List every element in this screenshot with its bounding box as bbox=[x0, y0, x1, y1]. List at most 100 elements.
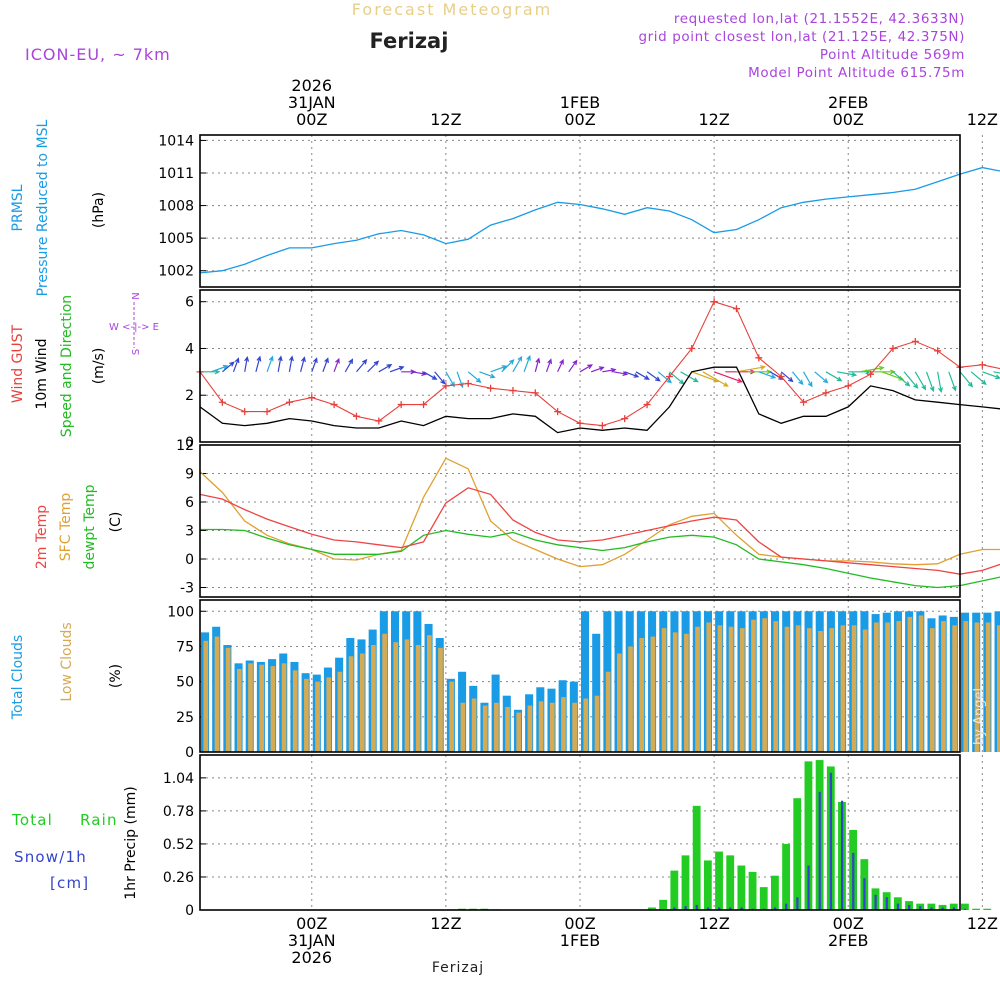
temp-label-unit: (C) bbox=[108, 512, 124, 533]
low-clouds-bar bbox=[762, 618, 767, 752]
low-clouds-bar bbox=[315, 681, 320, 752]
wind-arrow bbox=[758, 371, 777, 379]
gust-marker bbox=[576, 419, 584, 427]
low-clouds-bar bbox=[885, 622, 890, 752]
wind-arrow bbox=[311, 357, 318, 373]
requested-coords: requested lon,lat (21.1552E, 42.3633N) bbox=[674, 11, 965, 27]
pressure-tick-label: 1002 bbox=[158, 264, 194, 280]
wind-arrow bbox=[859, 365, 885, 373]
low-clouds-bar bbox=[426, 635, 432, 752]
low-clouds-bar bbox=[639, 638, 645, 752]
gust-marker bbox=[308, 394, 316, 402]
gust-marker bbox=[352, 412, 360, 420]
precip-y-ticks: 0 0.26 0.52 0.78 1.04 bbox=[163, 771, 206, 919]
wind-tick-label: 0 bbox=[185, 435, 194, 451]
low-clouds-bar bbox=[728, 626, 734, 752]
low-clouds-bar bbox=[717, 625, 723, 752]
wind-arrow bbox=[568, 359, 578, 373]
rain-bar bbox=[715, 851, 723, 910]
low-clouds-bar bbox=[672, 632, 678, 752]
top-time-label: 12Z bbox=[698, 110, 729, 129]
bottom-time-label: 2FEB bbox=[828, 931, 868, 950]
wind-gust-line bbox=[199, 301, 1000, 427]
compass-north: N bbox=[131, 292, 142, 299]
pressure-grid bbox=[200, 135, 983, 287]
low-clouds-bar bbox=[952, 625, 957, 752]
snow-bar bbox=[785, 903, 788, 910]
temp-tick-label: 0 bbox=[185, 552, 194, 568]
low-clouds-bar bbox=[851, 625, 857, 752]
rain-bar bbox=[681, 855, 690, 910]
low-clouds-bar bbox=[404, 639, 410, 752]
wind-tick-label: 4 bbox=[185, 341, 194, 357]
clouds-tick-label: 25 bbox=[176, 710, 194, 726]
snow-bar bbox=[908, 904, 911, 910]
top-time-label: 2FEB bbox=[828, 93, 868, 112]
wind-arrow bbox=[277, 355, 283, 372]
gust-marker bbox=[375, 417, 383, 425]
rain-bar bbox=[648, 907, 656, 910]
gust-marker bbox=[487, 384, 495, 392]
wind-arrow bbox=[467, 371, 482, 383]
rain-bar bbox=[748, 871, 757, 910]
low-clouds-bar bbox=[415, 645, 421, 752]
wind-arrow bbox=[378, 363, 393, 373]
low-clouds-bar bbox=[259, 664, 265, 752]
wind-arrow bbox=[266, 355, 274, 373]
gust-marker bbox=[241, 408, 249, 416]
wind-arrow bbox=[613, 371, 629, 376]
low-clouds-bar bbox=[918, 615, 924, 752]
low-clouds-bar bbox=[751, 619, 756, 752]
precip-label-total: Total bbox=[11, 811, 53, 829]
clouds-tick-label: 50 bbox=[176, 675, 194, 691]
gust-marker bbox=[442, 382, 450, 390]
wind-arrow bbox=[210, 364, 229, 373]
snow-bar bbox=[807, 865, 810, 910]
temp-tick-label: 3 bbox=[185, 524, 194, 540]
low-clouds-bar bbox=[874, 622, 879, 752]
wind-arrow bbox=[646, 371, 661, 382]
bottom-time-label: 12Z bbox=[430, 914, 461, 933]
clouds-label-total: Total Clouds bbox=[10, 635, 26, 720]
wind-arrow bbox=[970, 371, 987, 385]
pressure-line bbox=[199, 166, 1000, 274]
low-clouds-bar bbox=[516, 712, 522, 752]
gust-marker bbox=[889, 344, 897, 352]
low-clouds-bar bbox=[482, 705, 488, 752]
precip-bars bbox=[446, 760, 992, 910]
low-clouds-bar bbox=[449, 681, 455, 752]
low-clouds-bar bbox=[248, 663, 253, 752]
wind-panel: 0 2 4 6 Wind GUST 10m Wind Speed and Direct… bbox=[10, 290, 1000, 451]
temp-label-sfc: SFC Temp bbox=[58, 493, 74, 562]
wind-arrow bbox=[903, 371, 919, 389]
snow-bar bbox=[840, 800, 844, 910]
gust-marker bbox=[665, 373, 673, 381]
header-title: Forecast Meteogram bbox=[352, 0, 552, 19]
clouds-bars bbox=[201, 611, 1000, 752]
wind-arrow bbox=[624, 371, 640, 378]
rain-bar bbox=[692, 805, 701, 910]
wind-arrow bbox=[288, 355, 294, 372]
wind-arrow bbox=[702, 371, 729, 387]
low-clouds-bar bbox=[549, 702, 555, 752]
pressure-label-unit: (hPa) bbox=[91, 192, 107, 228]
top-time-label: 2026 bbox=[291, 76, 332, 95]
bottom-time-label: 12Z bbox=[967, 914, 998, 933]
temp-label-dewpt: dewpt Temp bbox=[82, 484, 98, 569]
point-altitude: Point Altitude 569m bbox=[820, 47, 965, 63]
snow-bar bbox=[852, 852, 855, 910]
snow-bar bbox=[963, 908, 967, 910]
bottom-time-label: 00Z bbox=[296, 914, 327, 933]
watermark: by Angel bbox=[972, 688, 987, 745]
gust-marker bbox=[822, 389, 830, 397]
low-clouds-bar bbox=[371, 645, 376, 752]
model-label: ICON-EU, ~ 7km bbox=[25, 45, 171, 64]
low-clouds-bar bbox=[985, 622, 991, 752]
top-time-label: 12Z bbox=[967, 110, 998, 129]
gust-marker bbox=[285, 398, 293, 406]
low-clouds-bar bbox=[471, 698, 477, 752]
wind-arrow bbox=[959, 371, 974, 388]
snow-bar bbox=[896, 903, 900, 910]
low-clouds-bar bbox=[494, 702, 499, 752]
